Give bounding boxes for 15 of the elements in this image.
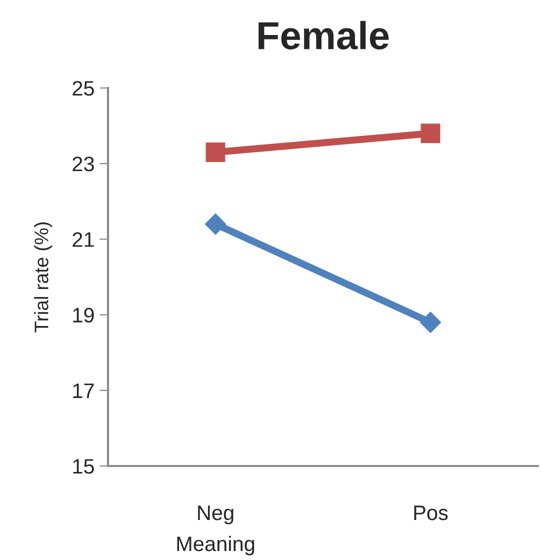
y-axis-title: Trial rate (%) (34, 222, 52, 332)
y-tick-label: 25 (72, 81, 94, 96)
x-axis-title: Meaning (177, 536, 254, 556)
point (420, 312, 442, 333)
y-tick-label: 17 (73, 384, 94, 398)
x-tick-label: Neg (198, 506, 234, 524)
y-tick-label: 21 (72, 232, 94, 247)
point (420, 124, 440, 144)
x-tick-label: Pos (414, 506, 448, 520)
point (206, 142, 226, 162)
chart-title: Female (258, 20, 389, 50)
y-tick-label: 23 (72, 156, 94, 172)
y-tick-label: 19 (73, 308, 94, 323)
point (204, 214, 226, 235)
y-tick-label: 15 (73, 459, 94, 474)
